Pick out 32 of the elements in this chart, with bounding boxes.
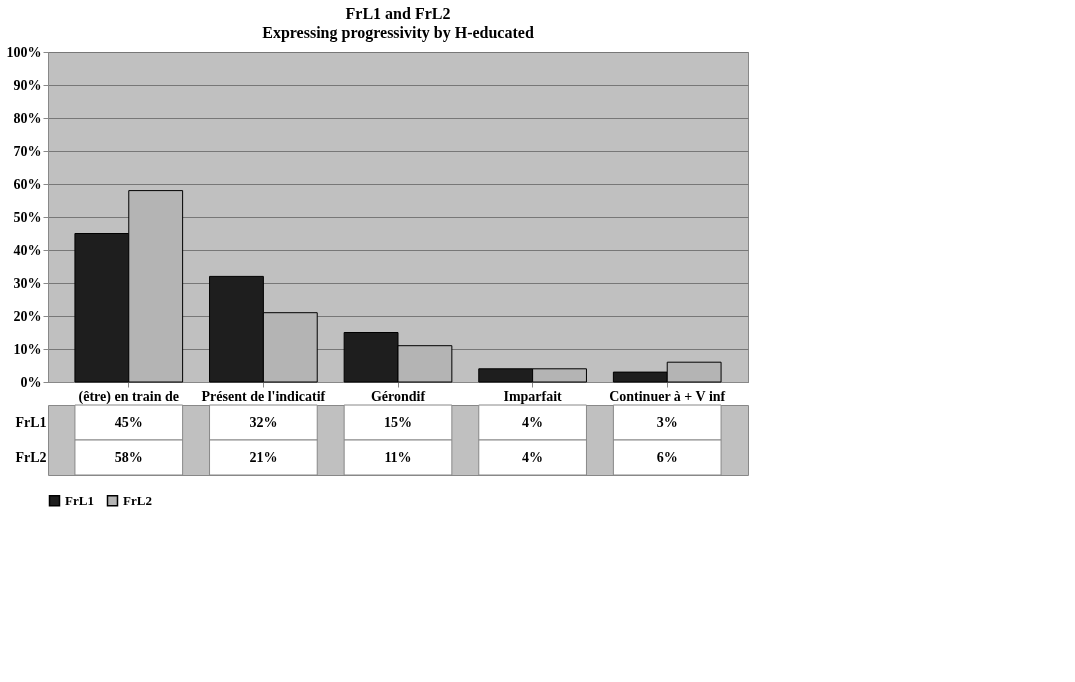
y-tick-label: 40% [13,242,42,258]
text: FrL1 [15,414,47,430]
y-tick-label: 50% [13,209,42,225]
y-tick-label: 30% [13,275,42,291]
x-tick-label: Imparfait [503,388,563,404]
y-tick-label: 100% [6,44,42,60]
data-label: 15% [384,414,412,430]
data-label: 58% [114,449,143,465]
data-label: 3% [656,414,678,430]
y-tick-label: 90% [13,77,42,93]
chart-subtitle: Expressing progressivity by H-educated [262,24,534,42]
x-tick-label: Présent de l'indicatif [201,388,326,404]
y-tick-label: 0% [20,374,42,390]
data-label: 4% [522,414,544,430]
y-tick-label: 10% [13,341,42,357]
legend-label: FrL2 [123,492,152,508]
y-tick-label: 20% [13,308,42,324]
data-label: 45% [114,414,143,430]
x-tick-label: (être) en train de [78,388,179,405]
x-tick-label: Gérondif [370,388,426,404]
legend-label: FrL1 [65,492,94,508]
text: FrL2 [15,449,47,465]
y-tick-label: 60% [13,176,42,192]
data-label: 11% [384,449,412,465]
data-label: 4% [522,449,544,465]
data-label: 6% [656,449,678,465]
x-tick-label: Continuer à + V inf [609,388,726,404]
data-label: 32% [249,414,278,430]
chart-title: FrL1 and FrL2 [345,5,451,22]
y-tick-label: 80% [13,110,42,126]
y-tick-label: 70% [13,143,42,159]
data-label: 21% [249,449,278,465]
